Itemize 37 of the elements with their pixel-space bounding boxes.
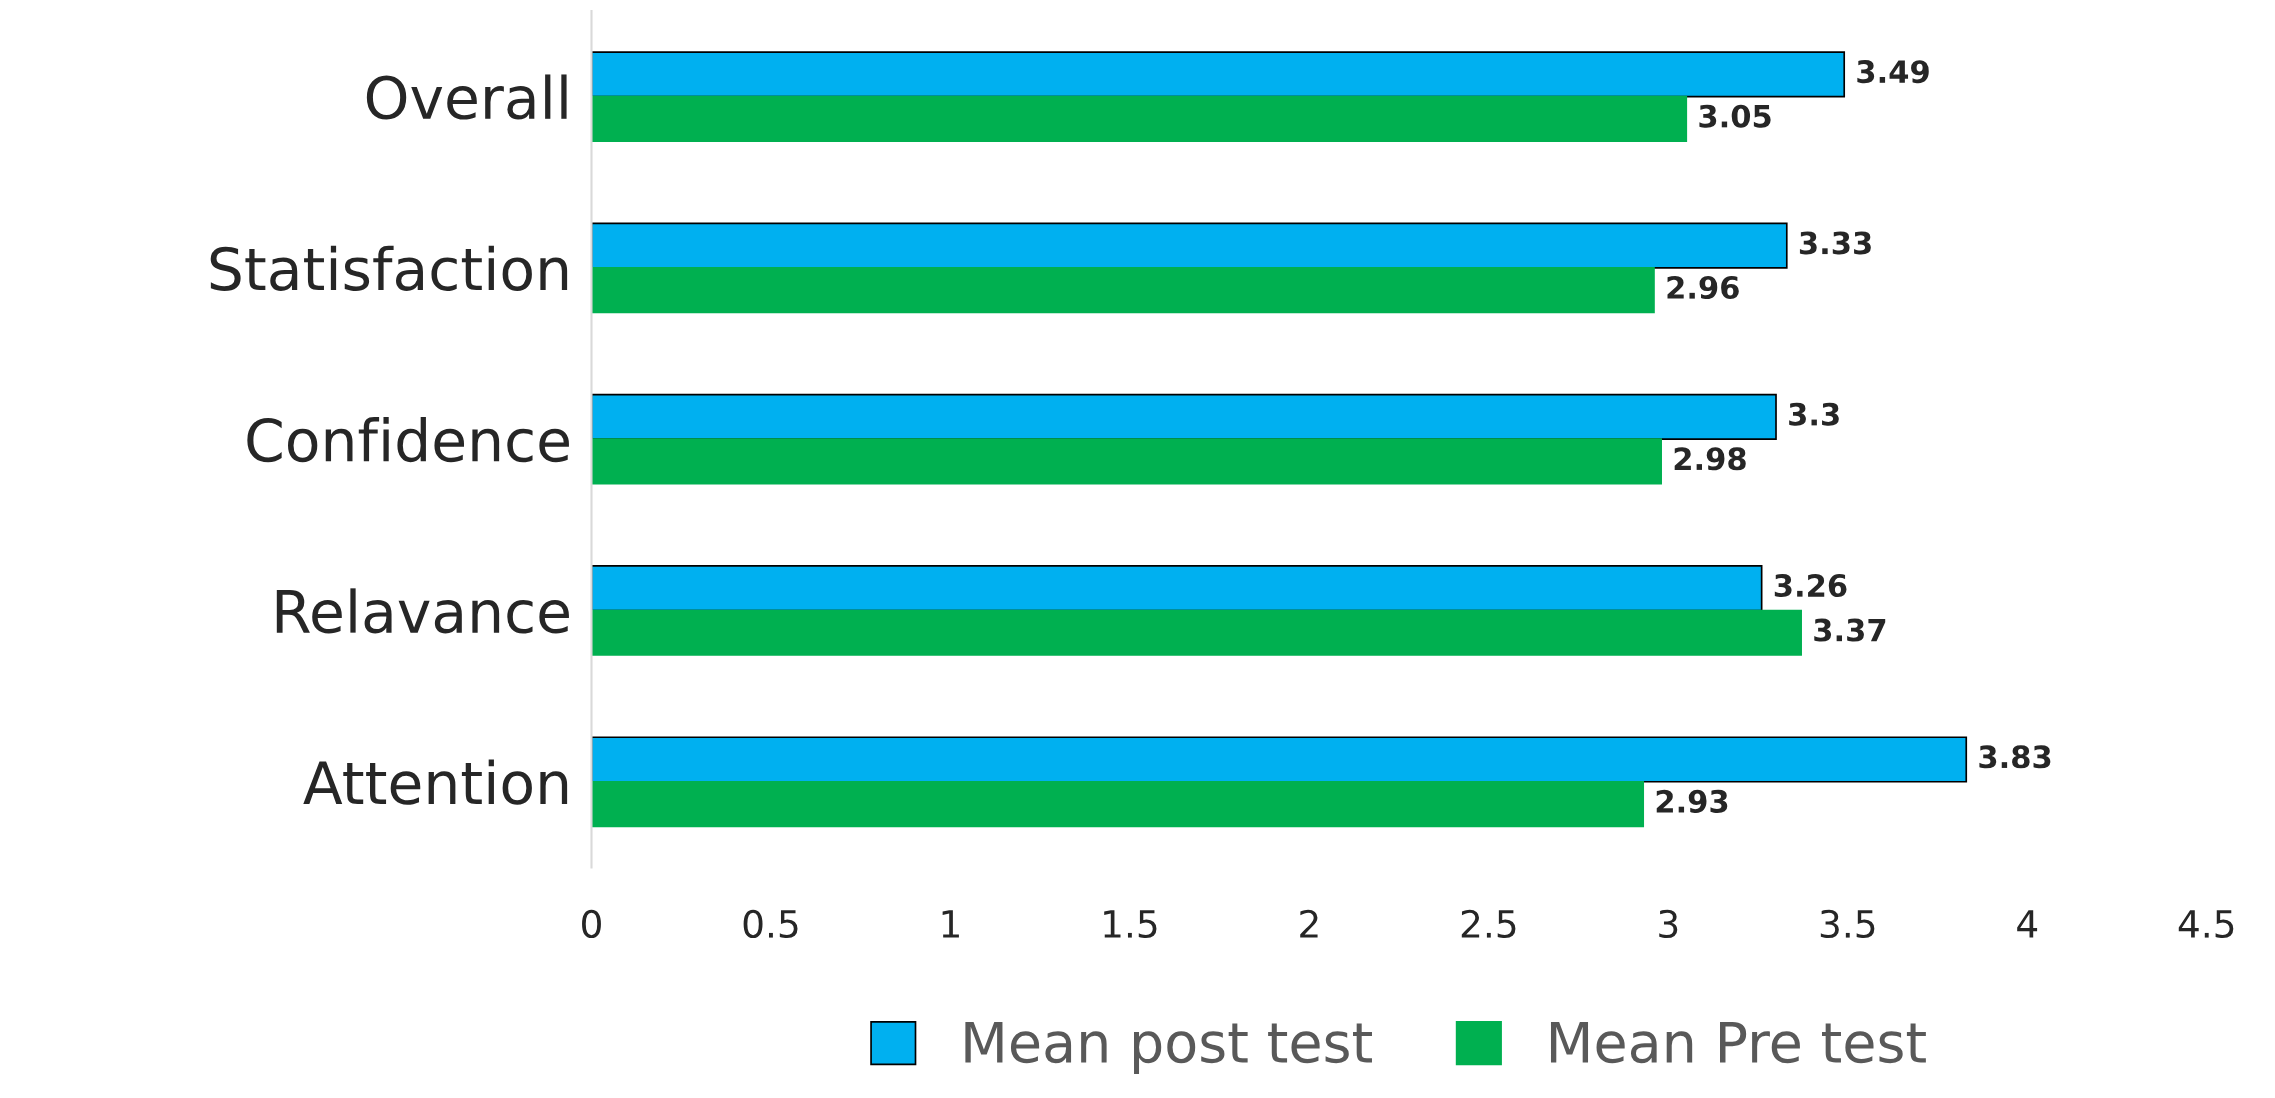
data-label: 3.49 [1857,60,1929,84]
y-tick-label: Attention [303,759,568,805]
x-tick-label: 2 [1300,909,1318,938]
bar [591,267,1655,314]
data-label: 3.3 [1789,402,1839,426]
legend-label: Mean post test [965,1021,1372,1074]
data-label: 2.98 [1674,447,1746,471]
data-label: 3.26 [1774,573,1847,598]
y-tick-label: Statisfaction [210,245,568,291]
x-tick-label: 2.5 [1461,909,1516,939]
data-label: 3.37 [1814,618,1886,642]
x-tick-label: 3.5 [1820,909,1875,939]
data-label: 3.05 [1699,104,1771,128]
x-tick-label: 0 [582,909,601,939]
data-label: 3.33 [1799,231,1871,255]
legend-label: Mean Pre test [1550,1021,1926,1064]
x-tick-label: 0.5 [743,909,798,939]
bar [591,565,1763,612]
x-tick-label: 1 [942,910,959,938]
bar [591,438,1662,485]
data-label: 2.93 [1656,789,1728,813]
y-tick-label: Overall [366,74,567,120]
bar [591,51,1846,98]
bar [591,736,1968,783]
bar [591,609,1802,656]
y-tick-label: Confidence [247,417,569,463]
y-tick-label: Relavance [276,588,569,634]
x-tick-label: 3 [1659,909,1678,939]
bar [591,95,1688,142]
x-tick-label: 1.5 [1104,910,1157,939]
bar [591,393,1777,441]
x-tick-label: 4 [2017,910,2038,938]
x-tick-label: 4.5 [2178,910,2234,939]
data-label: 2.96 [1667,275,1739,300]
bar [591,780,1645,828]
bar [591,222,1788,269]
data-label: 3.83 [1979,745,2051,769]
